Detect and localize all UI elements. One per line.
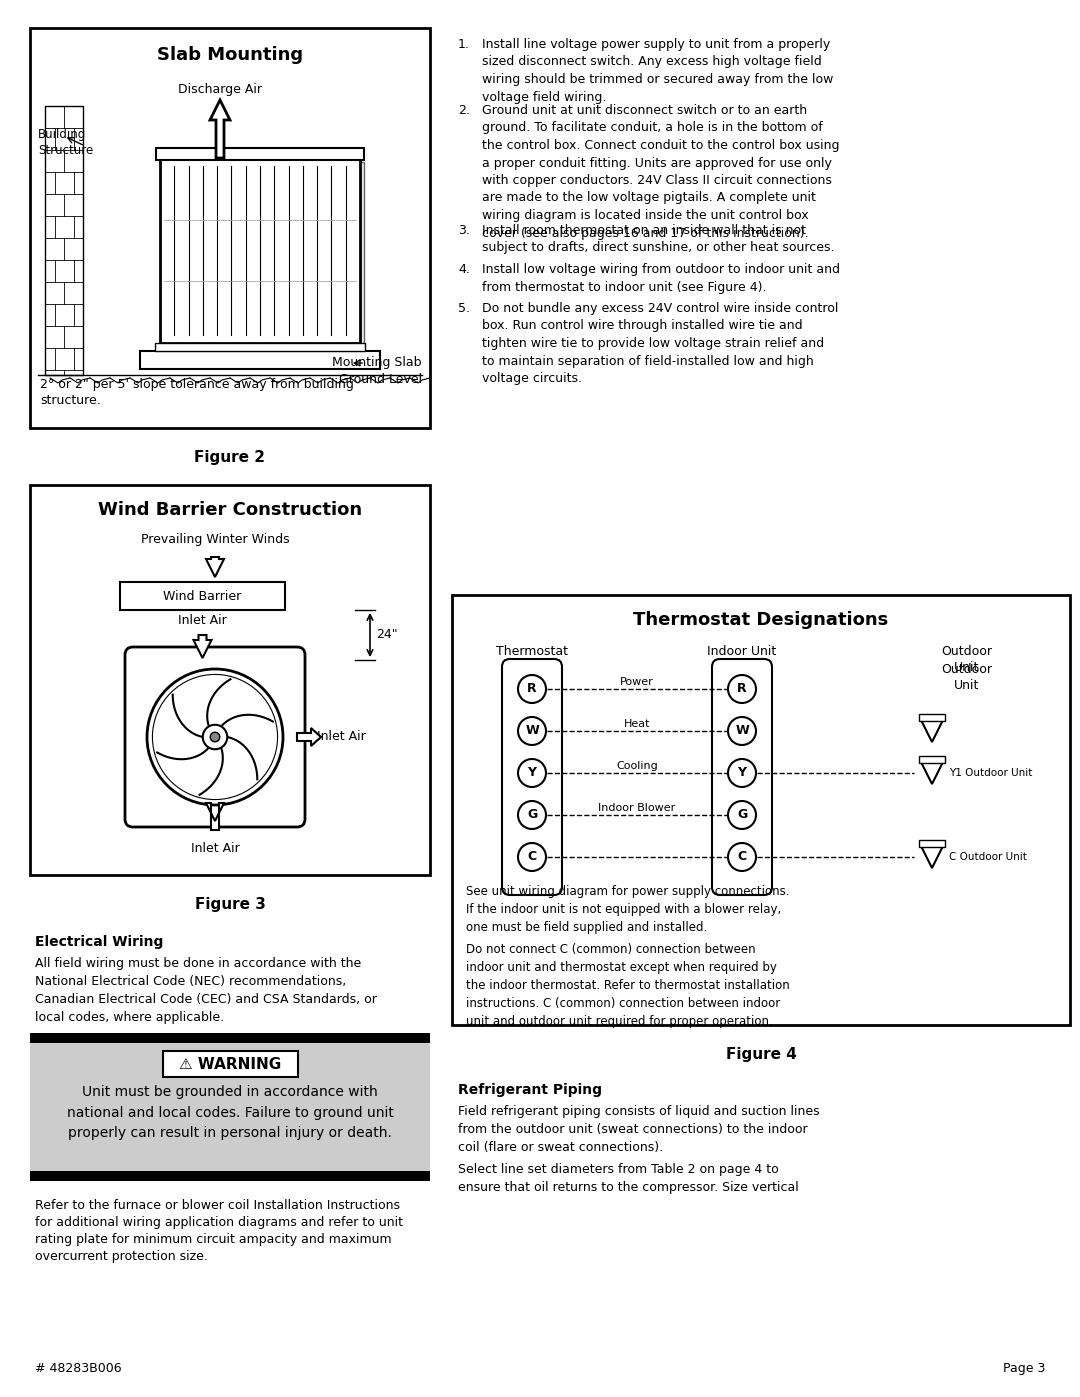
Text: # 48283B006: # 48283B006	[35, 1362, 122, 1375]
Bar	[156, 148, 364, 161]
Text: 2.: 2.	[458, 103, 470, 117]
Text: Inlet Air: Inlet Air	[191, 842, 240, 855]
Text: Thermostat: Thermostat	[496, 645, 568, 658]
Text: Slab Mounting: Slab Mounting	[157, 46, 303, 64]
FancyBboxPatch shape	[712, 659, 772, 895]
Bar	[30, 485, 430, 875]
Bar	[919, 840, 945, 847]
Text: Power: Power	[620, 678, 653, 687]
FancyBboxPatch shape	[502, 659, 562, 895]
Text: Thermostat Designations: Thermostat Designations	[633, 610, 889, 629]
Text: Install line voltage power supply to unit from a properly
sized disconnect switc: Install line voltage power supply to uni…	[482, 38, 834, 103]
Bar	[160, 158, 360, 344]
Text: Field refrigerant piping consists of liquid and suction lines
from the outdoor u: Field refrigerant piping consists of liq…	[458, 1105, 820, 1154]
Text: G: G	[527, 809, 537, 821]
Text: C Outdoor Unit: C Outdoor Unit	[949, 852, 1027, 862]
Text: Electrical Wiring: Electrical Wiring	[35, 935, 163, 949]
Polygon shape	[206, 803, 224, 830]
Text: Y: Y	[738, 767, 746, 780]
Circle shape	[518, 800, 546, 828]
Circle shape	[728, 800, 756, 828]
Text: 24": 24"	[376, 629, 397, 641]
Text: W: W	[525, 725, 539, 738]
Text: Do not bundle any excess 24V control wire inside control
box. Run control wire t: Do not bundle any excess 24V control wir…	[482, 302, 838, 386]
Bar	[45, 106, 83, 374]
Polygon shape	[206, 557, 224, 577]
Bar	[30, 1171, 430, 1180]
Circle shape	[518, 759, 546, 787]
Polygon shape	[921, 761, 943, 784]
Circle shape	[518, 842, 546, 870]
Text: See unit wiring diagram for power supply connections.
If the indoor unit is not : See unit wiring diagram for power supply…	[465, 886, 789, 935]
Text: Select line set diameters from Table 2 on page 4 to
ensure that oil returns to t: Select line set diameters from Table 2 o…	[458, 1162, 799, 1194]
Polygon shape	[297, 728, 321, 746]
Bar	[30, 28, 430, 427]
Circle shape	[518, 675, 546, 703]
Circle shape	[211, 732, 219, 742]
Text: R: R	[738, 683, 746, 696]
Text: 1.: 1.	[458, 38, 470, 52]
Text: Wind Barrier: Wind Barrier	[163, 590, 242, 602]
Text: Cooling: Cooling	[616, 761, 658, 771]
Text: Figure 4: Figure 4	[726, 1046, 796, 1062]
Text: Unit must be grounded in accordance with
national and local codes. Failure to gr: Unit must be grounded in accordance with…	[67, 1085, 393, 1140]
Text: Ground Level: Ground Level	[339, 373, 422, 386]
Bar	[30, 1044, 430, 1171]
Text: R: R	[527, 683, 537, 696]
Circle shape	[728, 675, 756, 703]
Circle shape	[728, 842, 756, 870]
Text: All field wiring must be done in accordance with the
National Electrical Code (N: All field wiring must be done in accorda…	[35, 957, 377, 1024]
Text: Wind Barrier Construction: Wind Barrier Construction	[98, 502, 362, 520]
Text: Outdoor
Unit: Outdoor Unit	[942, 645, 993, 673]
Text: 3.: 3.	[458, 224, 470, 237]
Text: Refer to the furnace or blower coil Installation Instructions
for additional wir: Refer to the furnace or blower coil Inst…	[35, 1199, 403, 1263]
Text: G: G	[737, 809, 747, 821]
Text: Mounting Slab: Mounting Slab	[333, 356, 422, 369]
Text: Ground unit at unit disconnect switch or to an earth
ground. To facilitate condu: Ground unit at unit disconnect switch or…	[482, 103, 839, 239]
Polygon shape	[210, 101, 230, 158]
Circle shape	[518, 717, 546, 745]
Text: Install room thermostat on an inside wall that is not
subject to drafts, direct : Install room thermostat on an inside wal…	[482, 224, 835, 254]
Bar	[164, 162, 364, 346]
Text: Prevailing Winter Winds: Prevailing Winter Winds	[140, 534, 289, 546]
Text: Page 3: Page 3	[1002, 1362, 1045, 1375]
Text: Heat: Heat	[624, 719, 650, 729]
Polygon shape	[193, 636, 212, 658]
Text: ⚠ WARNING: ⚠ WARNING	[179, 1056, 281, 1071]
Polygon shape	[921, 719, 943, 742]
Bar	[156, 344, 365, 351]
Text: W: W	[735, 725, 748, 738]
Text: Do not connect C (common) connection between
indoor unit and thermostat except w: Do not connect C (common) connection bet…	[465, 943, 789, 1028]
Circle shape	[203, 725, 227, 749]
Text: Outdoor
Unit: Outdoor Unit	[942, 664, 993, 692]
Circle shape	[728, 759, 756, 787]
Text: C: C	[527, 851, 537, 863]
Text: Install low voltage wiring from outdoor to indoor unit and
from thermostat to in: Install low voltage wiring from outdoor …	[482, 263, 840, 293]
Bar	[120, 583, 285, 610]
Text: Inlet Air: Inlet Air	[318, 731, 366, 743]
Text: Refrigerant Piping: Refrigerant Piping	[458, 1083, 602, 1097]
Text: 5.: 5.	[458, 302, 470, 314]
Text: Inlet Air: Inlet Air	[178, 615, 227, 627]
Text: 2° or 2" per 5' slope tolerance away from building
structure.: 2° or 2" per 5' slope tolerance away fro…	[40, 379, 354, 407]
Bar	[919, 714, 945, 721]
Bar	[162, 1051, 297, 1077]
Bar	[453, 595, 1070, 1025]
Text: Indoor Unit: Indoor Unit	[707, 645, 777, 658]
Text: Indoor Blower: Indoor Blower	[598, 803, 676, 813]
Text: Figure 3: Figure 3	[194, 897, 266, 912]
Bar	[30, 1032, 430, 1044]
FancyBboxPatch shape	[125, 647, 305, 827]
Bar	[140, 351, 380, 369]
Text: 4.: 4.	[458, 263, 470, 277]
Text: Figure 2: Figure 2	[194, 450, 266, 465]
Polygon shape	[921, 847, 943, 868]
Text: Discharge Air: Discharge Air	[178, 82, 262, 96]
Text: Y: Y	[527, 767, 537, 780]
Text: Building
Structure: Building Structure	[38, 129, 93, 156]
Bar	[919, 756, 945, 763]
Text: C: C	[738, 851, 746, 863]
Circle shape	[728, 717, 756, 745]
Text: Y1 Outdoor Unit: Y1 Outdoor Unit	[949, 768, 1032, 778]
